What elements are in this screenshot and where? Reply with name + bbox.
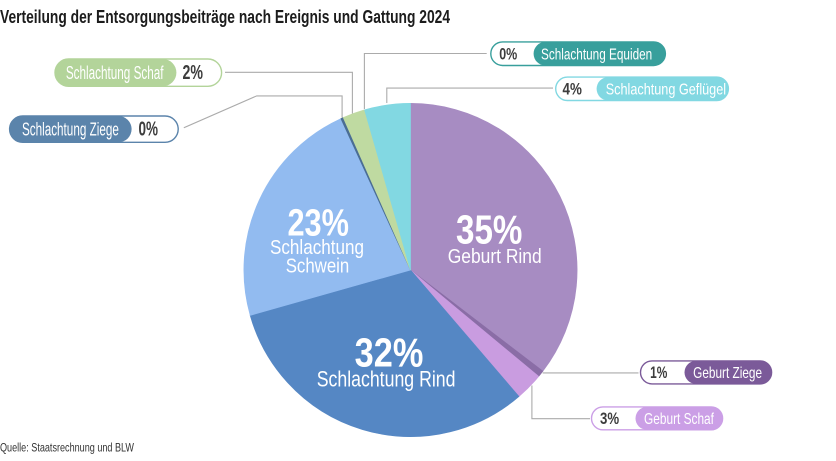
svg-text:32%: 32%: [355, 330, 424, 376]
svg-text:23%: 23%: [287, 203, 349, 245]
svg-text:Schlachtung Equiden: Schlachtung Equiden: [541, 47, 652, 64]
svg-text:Verteilung der Entsorgungsbeit: Verteilung der Entsorgungsbeiträge nach …: [0, 7, 450, 27]
svg-text:Schlachtung: Schlachtung: [270, 236, 364, 259]
svg-text:Schwein: Schwein: [286, 255, 350, 278]
svg-text:Schlachtung Schaf: Schlachtung Schaf: [66, 62, 164, 83]
svg-text:3%: 3%: [600, 410, 620, 428]
svg-text:Schlachtung Rind: Schlachtung Rind: [317, 366, 456, 391]
svg-text:Geburt Rind: Geburt Rind: [448, 246, 542, 268]
svg-text:Geburt Schaf: Geburt Schaf: [644, 411, 714, 428]
svg-text:Quelle: Staatsrechnung und BLW: Quelle: Staatsrechnung und BLW: [0, 441, 134, 455]
svg-text:1%: 1%: [650, 364, 668, 382]
svg-text:Geburt Ziege: Geburt Ziege: [693, 365, 762, 382]
svg-text:35%: 35%: [456, 207, 522, 253]
svg-text:0%: 0%: [499, 46, 517, 64]
svg-text:Schlachtung Geflügel: Schlachtung Geflügel: [606, 81, 726, 98]
svg-text:0%: 0%: [139, 119, 159, 141]
svg-text:2%: 2%: [183, 62, 204, 84]
svg-text:Schlachtung Ziege: Schlachtung Ziege: [22, 119, 119, 140]
svg-text:4%: 4%: [563, 80, 583, 98]
